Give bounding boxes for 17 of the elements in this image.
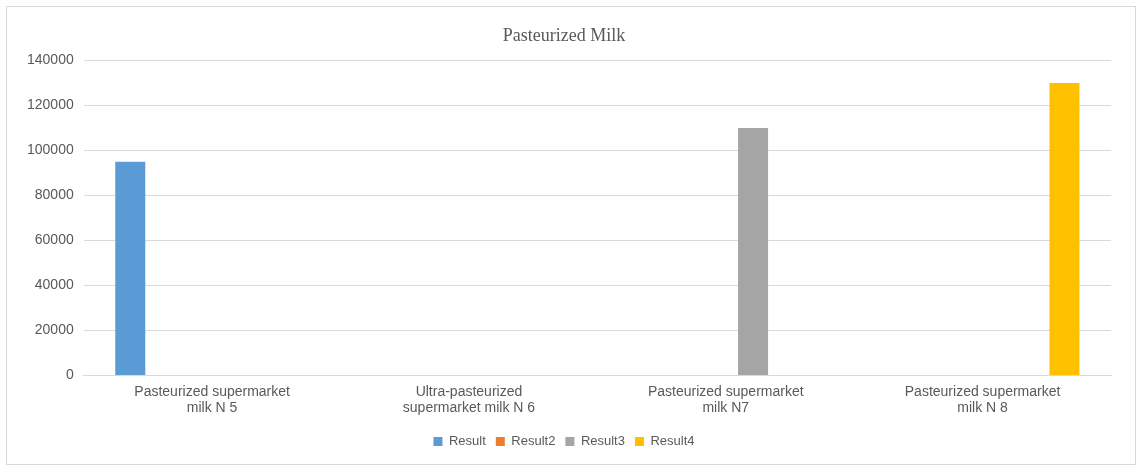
legend-label: Result2 <box>511 433 556 449</box>
y-tick-label: 40000 <box>34 276 74 293</box>
y-tick-label: 20000 <box>34 321 74 338</box>
legend-label: Result4 <box>650 433 695 449</box>
chart-title: Pasteurized Milk <box>502 24 626 45</box>
y-tick-label: 120000 <box>27 96 74 113</box>
y-tick-label: 0 <box>65 366 74 383</box>
x-tick-label: Pasteurized supermarket milk N 8 <box>904 382 1061 416</box>
legend-label: Result3 <box>580 433 625 449</box>
x-tick-label: Ultra-pasteurized supermarket milk N 6 <box>402 382 536 416</box>
y-tick-label: 80000 <box>34 186 74 203</box>
y-tick-label: 60000 <box>34 231 74 248</box>
y-tick-label: 140000 <box>27 51 74 68</box>
x-tick-label: Pasteurized supermarket milk N 5 <box>134 382 291 416</box>
y-tick-label: 100000 <box>27 141 74 158</box>
legend-label: Result <box>448 433 487 449</box>
x-tick-label: Pasteurized supermarket milk N7 <box>647 382 804 416</box>
